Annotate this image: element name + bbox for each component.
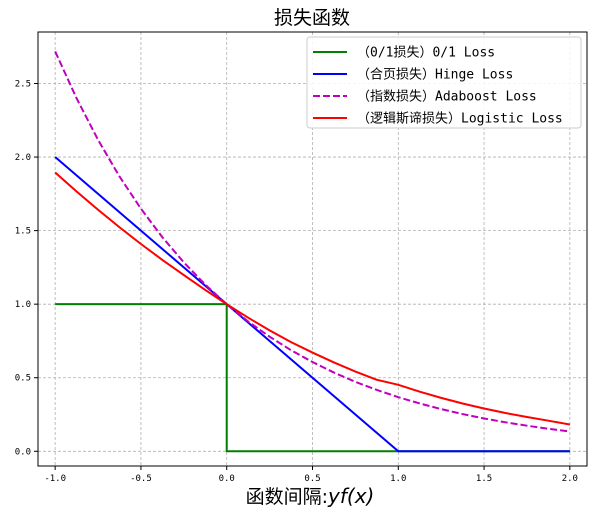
x-tick-label: 1.0: [390, 474, 406, 484]
y-tick-label: 2.5: [15, 79, 31, 89]
y-tick-label: 0.5: [15, 374, 31, 384]
x-axis-label-math: yf(x): [327, 484, 374, 508]
legend-box: [306, 36, 582, 129]
x-axis-label-prefix: 函数间隔:: [246, 486, 328, 508]
y-tick-label: 1.0: [15, 300, 31, 310]
x-tick-label: 2.0: [562, 474, 578, 484]
x-tick-label: 1.5: [476, 474, 492, 484]
series-line-3: [54, 171, 571, 426]
series-group: [54, 51, 571, 453]
chart-title: 损失函数: [274, 7, 350, 29]
x-tick-label: 0.0: [219, 474, 235, 484]
x-axis-label: 函数间隔:yf(x): [246, 484, 375, 508]
y-tick-label: 2.0: [15, 153, 31, 163]
y-tick-label: 0.0: [15, 447, 31, 457]
series-line-2: [54, 51, 570, 433]
legend: （0/1损失）0/1 Loss （合页损失）Hinge Loss （指数损失）Ada…: [306, 36, 582, 129]
legend-label-3: （逻辑斯谛损失）Logistic Loss: [357, 111, 563, 127]
legend-label-2: （指数损失）Adaboost Loss: [357, 90, 537, 105]
legend-label-1: （合页损失）Hinge Loss: [357, 68, 513, 83]
axis-ticks: -1.0 -0.5 0.0 0.5 1.0 1.5 2.0 0.0 0.5 1.0 1.5 2.0 2.…: [15, 79, 578, 484]
y-tick-label: 1.5: [15, 227, 31, 237]
legend-label-0: （0/1损失）0/1 Loss: [357, 46, 495, 61]
series-line-1: [54, 156, 570, 453]
x-tick-label: 0.5: [304, 474, 320, 484]
x-tick-label: -0.5: [130, 474, 152, 484]
x-tick-label: -1.0: [44, 474, 66, 484]
